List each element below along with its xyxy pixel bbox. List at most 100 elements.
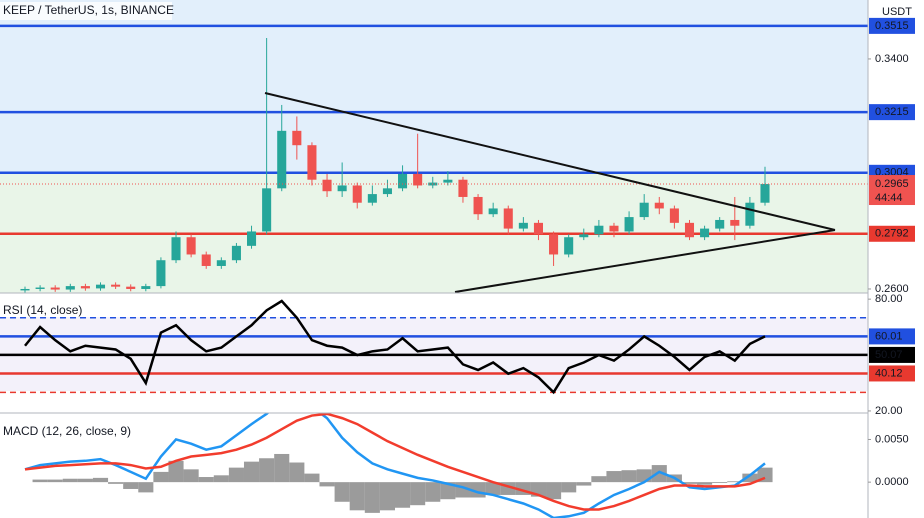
countdown: 44:44 xyxy=(875,192,903,204)
level-label: 50.07 xyxy=(875,349,903,361)
candle-body xyxy=(715,219,725,229)
level-label-bg xyxy=(869,365,915,382)
currency: USDT xyxy=(882,6,912,18)
candle-body xyxy=(231,245,241,261)
histogram-bar xyxy=(108,482,124,484)
candle-body xyxy=(262,188,272,232)
y-tick-label: 0.0000 xyxy=(875,476,909,488)
candle-body xyxy=(579,234,589,238)
candle-body xyxy=(398,173,408,189)
rsi-title: RSI (14, close) xyxy=(3,303,82,317)
candle-body xyxy=(322,179,332,192)
candle-body xyxy=(669,208,679,223)
candle-body xyxy=(216,260,226,266)
candle-body xyxy=(126,286,136,289)
histogram-bar xyxy=(742,473,758,483)
y-tick-label: 0.0050 xyxy=(875,433,909,445)
histogram-bar xyxy=(651,465,667,483)
series-line xyxy=(24,413,766,511)
candle-body xyxy=(382,188,392,195)
trendline xyxy=(264,92,836,231)
last-price-bg xyxy=(869,175,915,206)
level-label-bg xyxy=(869,104,915,121)
histogram-bar xyxy=(183,469,199,483)
histogram-bar xyxy=(138,482,154,493)
level-label: 60.01 xyxy=(875,330,903,342)
candle-body xyxy=(443,179,453,183)
histogram-bar xyxy=(62,478,78,483)
candle-body xyxy=(549,234,559,255)
level-label-bg xyxy=(869,346,915,363)
candle-body xyxy=(458,179,468,197)
histogram-bar xyxy=(636,469,652,483)
histogram-bar xyxy=(304,473,320,483)
candle-body xyxy=(413,173,423,186)
candle-body xyxy=(654,202,664,209)
histogram-bar xyxy=(243,461,260,483)
histogram-bar xyxy=(410,482,426,506)
axis-layer: 0.26000.34000.35150.32150.30040.27920.29… xyxy=(868,17,915,488)
title-bg xyxy=(0,2,172,20)
level-label: 40.12 xyxy=(875,367,903,379)
candle-body xyxy=(473,196,483,215)
histogram-bar xyxy=(213,475,229,483)
histogram-bar xyxy=(606,471,622,483)
price-axis xyxy=(868,0,924,518)
candle-body xyxy=(307,145,317,180)
macd-title: MACD (12, 26, close, 9) xyxy=(3,424,131,438)
zone-upper xyxy=(0,0,868,173)
candle-body xyxy=(171,237,181,261)
histogram-bar xyxy=(349,482,365,511)
candle-body xyxy=(337,185,347,192)
candle-body xyxy=(533,222,543,235)
histogram-bar xyxy=(32,479,48,483)
candle-body xyxy=(277,130,287,189)
candle-body xyxy=(488,208,498,215)
histogram-bar xyxy=(379,482,395,511)
histogram-bar xyxy=(289,462,305,483)
panel xyxy=(0,299,868,395)
candle-body xyxy=(50,287,60,290)
trendline xyxy=(454,229,836,293)
candle-body xyxy=(141,286,151,289)
candle-body xyxy=(20,288,30,291)
histogram-bar xyxy=(591,476,607,483)
chart-title: KEEP / TetherUS, 1s, BINANCE xyxy=(3,3,174,17)
level-label-bg xyxy=(869,17,915,34)
histogram-bar xyxy=(697,482,713,485)
plot-layer xyxy=(0,24,868,518)
candle-body xyxy=(292,130,302,146)
candle-body xyxy=(65,286,75,290)
candle-body xyxy=(594,225,604,235)
histogram-bar xyxy=(123,482,139,489)
candle-body xyxy=(564,237,574,255)
histogram-bar xyxy=(561,482,577,493)
panel xyxy=(24,413,773,518)
candle-body xyxy=(745,202,755,226)
candle-body xyxy=(156,260,166,287)
histogram-bar xyxy=(153,471,169,483)
histogram-bar xyxy=(681,482,698,484)
candle-body xyxy=(186,237,196,255)
histogram-bar xyxy=(425,482,441,502)
last-price-label: 0.2965 xyxy=(875,178,909,190)
candle-body xyxy=(95,284,106,289)
histogram-bar xyxy=(47,479,63,483)
candle-body xyxy=(730,219,740,226)
panel xyxy=(0,24,868,293)
histogram-bar xyxy=(92,477,109,483)
histogram-bar xyxy=(168,460,184,483)
candle-body xyxy=(609,225,619,232)
histogram-bar xyxy=(546,482,562,500)
histogram-bar xyxy=(485,482,501,495)
candle-body xyxy=(518,222,528,229)
histogram-bar xyxy=(712,482,728,483)
level-label: 0.3215 xyxy=(875,106,909,118)
histogram-bar xyxy=(259,458,275,483)
candle-body xyxy=(760,184,770,203)
histogram-bar xyxy=(727,481,743,483)
y-tick-label: 20.00 xyxy=(875,405,903,417)
series-line xyxy=(24,413,766,518)
candle-body xyxy=(201,254,211,266)
